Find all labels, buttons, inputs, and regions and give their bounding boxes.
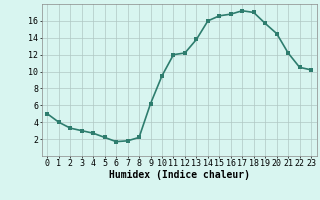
X-axis label: Humidex (Indice chaleur): Humidex (Indice chaleur) bbox=[109, 170, 250, 180]
